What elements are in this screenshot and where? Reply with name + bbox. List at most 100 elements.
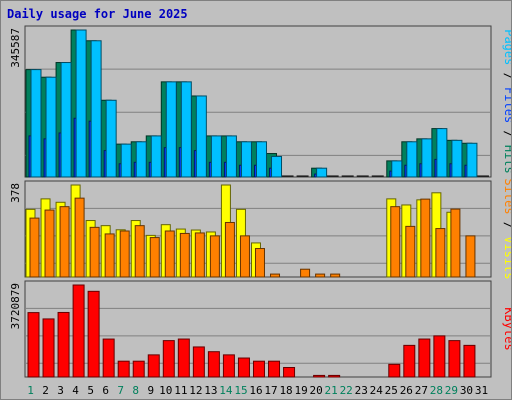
day-label: 20	[310, 384, 323, 397]
day-label: 23	[355, 384, 368, 397]
day-label: 5	[87, 384, 94, 397]
day-label: 4	[72, 384, 79, 397]
visits-label-part: Sites	[502, 178, 511, 214]
kbytes-kbytes-bar	[42, 318, 55, 378]
visits-sites-bar	[194, 232, 205, 278]
day-label: 12	[189, 384, 202, 397]
kbytes-kbytes-bar	[57, 311, 70, 378]
kbytes-axis-max-label: 3720879	[9, 283, 22, 329]
kbytes-kbytes-bar	[418, 338, 431, 378]
day-label: 1	[27, 384, 34, 397]
visits-sites-bar	[134, 225, 145, 278]
visits-sites-bar	[119, 230, 130, 278]
day-label: 2	[42, 384, 49, 397]
day-label: 14	[219, 384, 233, 397]
kbytes-kbytes-bar	[72, 284, 85, 378]
hits-pages-bar	[135, 141, 147, 178]
hits-pages-bar	[451, 139, 463, 178]
kbytes-kbytes-bar	[147, 354, 160, 378]
visits-sites-bar	[89, 226, 100, 278]
kbytes-kbytes-bar	[313, 374, 326, 378]
hits-pages-bar	[180, 81, 192, 178]
hits-label-part: Files	[502, 87, 511, 123]
hits-pages-bar	[406, 141, 418, 178]
day-label: 7	[117, 384, 124, 397]
kbytes-kbytes-bar	[252, 360, 265, 378]
hits-pages-bar	[271, 155, 283, 178]
day-label: 27	[415, 384, 428, 397]
day-label: 15	[234, 384, 247, 397]
kbytes-kbytes-bar	[192, 346, 205, 378]
day-label: 6	[102, 384, 109, 397]
visits-sites-bar	[239, 235, 250, 278]
kbytes-kbytes-bar	[27, 312, 40, 378]
kbytes-kbytes-bar	[117, 360, 130, 378]
hits-pages-bar	[60, 62, 72, 178]
hits-pages-bar	[30, 69, 42, 178]
day-label: 13	[204, 384, 217, 397]
hits-pages-bar	[316, 167, 328, 178]
visits-sites-bar	[29, 217, 40, 278]
hits-label-part: Pages	[502, 29, 511, 65]
hits-axis-max-label: 345587	[9, 28, 22, 68]
day-label: 18	[279, 384, 292, 397]
kbytes-kbytes-bar	[177, 338, 190, 378]
kbytes-kbytes-bar	[403, 344, 416, 378]
hits-pages-bar	[165, 81, 177, 178]
visits-sites-bar	[149, 237, 160, 278]
kbytes-kbytes-bar	[448, 340, 461, 378]
day-label: 31	[475, 384, 488, 397]
visits-sites-bar	[104, 233, 115, 278]
visits-sites-bar	[179, 232, 190, 278]
kbytes-label-part: KBytes	[502, 307, 511, 350]
kbytes-kbytes-bar	[132, 360, 145, 378]
visits-sites-bar	[450, 208, 461, 278]
hits-pages-bar	[150, 135, 162, 178]
hits-pages-bar	[105, 99, 117, 178]
day-label: 10	[159, 384, 172, 397]
day-label: 28	[430, 384, 443, 397]
visits-sites-bar	[59, 206, 70, 278]
visits-sites-bar	[435, 228, 446, 278]
day-label: 24	[370, 384, 384, 397]
kbytes-kbytes-bar	[87, 290, 100, 378]
day-label: 19	[294, 384, 307, 397]
visits-sites-bar	[254, 248, 265, 278]
kbytes-kbytes-bar	[268, 360, 281, 378]
day-label: 16	[249, 384, 262, 397]
hits-pages-bar	[225, 135, 237, 178]
kbytes-kbytes-bar	[463, 344, 476, 378]
hits-label-part: /	[502, 65, 511, 87]
hits-pages-bar	[120, 143, 132, 178]
visits-sites-bar	[224, 221, 235, 278]
day-label: 17	[264, 384, 277, 397]
kbytes-kbytes-bar	[207, 351, 220, 378]
hits-pages-bar	[255, 141, 267, 178]
kbytes-kbytes-bar	[102, 338, 115, 378]
kbytes-kbytes-bar	[328, 374, 341, 378]
visits-sites-bar	[74, 197, 85, 278]
day-label: 30	[460, 384, 473, 397]
hits-pages-bar	[195, 95, 207, 178]
visits-label-part: Visits	[502, 236, 511, 279]
visits-sites-bar	[44, 209, 55, 278]
visits-series-label: Sites / Visits	[502, 178, 511, 279]
hits-pages-bar	[75, 29, 87, 178]
visits-axis-max-label: 378	[9, 183, 22, 203]
visits-sites-bar	[315, 273, 326, 278]
hits-pages-bar	[466, 142, 478, 178]
hits-label-part: Hits	[502, 145, 511, 174]
kbytes-kbytes-bar	[283, 367, 296, 378]
chart-title: Daily usage for June 2025	[7, 7, 188, 21]
hits-pages-bar	[240, 141, 252, 178]
day-label: 22	[340, 384, 353, 397]
visits-sites-bar	[300, 268, 311, 278]
kbytes-series-label: KBytes	[502, 307, 511, 350]
day-label: 8	[132, 384, 139, 397]
kbytes-kbytes-bar	[162, 340, 175, 378]
day-label: 29	[445, 384, 458, 397]
visits-label-part: /	[502, 215, 511, 237]
kbytes-kbytes-bar	[222, 354, 235, 378]
